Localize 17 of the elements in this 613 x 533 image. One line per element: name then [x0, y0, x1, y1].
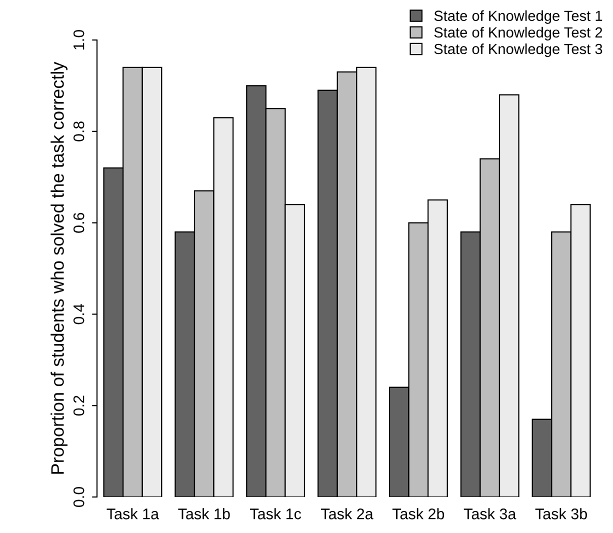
legend-label: State of Knowledge Test 2: [434, 26, 602, 40]
legend-label: State of Knowledge Test 1: [434, 10, 602, 24]
x-tick-label: Task 1c: [250, 508, 302, 520]
x-tick-label: Task 3a: [464, 508, 516, 520]
y-tick-label: 0.2: [73, 396, 84, 416]
y-tick-label: 1.0: [73, 30, 84, 50]
x-tick-label: Task 2a: [321, 508, 374, 520]
y-tick-label: 0.6: [73, 212, 84, 233]
x-tick-label: Task 1a: [106, 508, 160, 520]
y-tick-label: 0.0: [73, 486, 84, 508]
y-tick-label: 0.8: [73, 121, 84, 142]
x-tick-label: Task 2b: [392, 508, 444, 520]
x-tick-label: Task 3b: [535, 508, 587, 520]
y-axis-title: Proportion of students who solved the task correctly: [50, 62, 68, 474]
y-tick-label: 0.4: [73, 304, 84, 324]
legend-label: State of Knowledge Test 3: [434, 43, 602, 58]
x-tick-label: Task 1b: [178, 508, 230, 520]
